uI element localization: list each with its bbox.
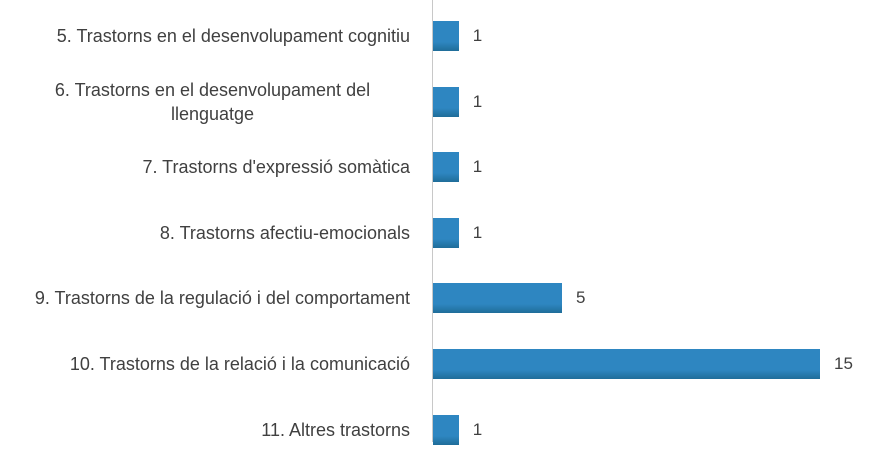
value-label: 1 [472, 26, 483, 45]
category-text: 8. Trastorns afectiu-emocionals [159, 222, 410, 243]
value-label: 15 [834, 354, 853, 373]
category-label: 11. Altres trastorns [261, 400, 410, 460]
value-label: 1 [472, 419, 483, 439]
category-label: 9. Trastorns de la regulació i del compo… [35, 268, 410, 328]
bar [433, 21, 459, 51]
bar [433, 283, 562, 314]
bar [433, 414, 459, 445]
value-label: 1 [472, 91, 483, 111]
category-text: 11. Altres trastorns [261, 419, 410, 440]
value-label: 1 [472, 157, 483, 177]
category-label: 7. Trastorns d'expressió somàtica [142, 137, 410, 197]
category-text: 9. Trastorns de la regulació i del compo… [34, 288, 410, 309]
category-text: 10. Trastorns de la relació i la comunic… [69, 354, 410, 374]
value-label: 1 [472, 222, 483, 242]
bar [433, 349, 820, 379]
category-label: 10. Trastorns de la relació i la comunic… [70, 334, 410, 394]
category-label: 6. Trastorns en el desenvolupament del l… [15, 72, 410, 132]
value-label: 5 [576, 288, 586, 308]
category-label: 8. Trastorns afectiu-emocionals [160, 203, 410, 263]
bar [433, 152, 459, 183]
category-text: 6. Trastorns en el desenvolupament del l… [54, 79, 371, 124]
category-label: 5. Trastorns en el desenvolupament cogni… [57, 6, 410, 66]
category-text: 5. Trastorns en el desenvolupament cogni… [56, 26, 410, 46]
bar [433, 217, 459, 248]
bar [433, 86, 459, 117]
chart: 5. Trastorns en el desenvolupament cogni… [15, 0, 853, 445]
axis-line [432, 0, 433, 442]
category-text: 7. Trastorns d'expressió somàtica [142, 157, 410, 178]
